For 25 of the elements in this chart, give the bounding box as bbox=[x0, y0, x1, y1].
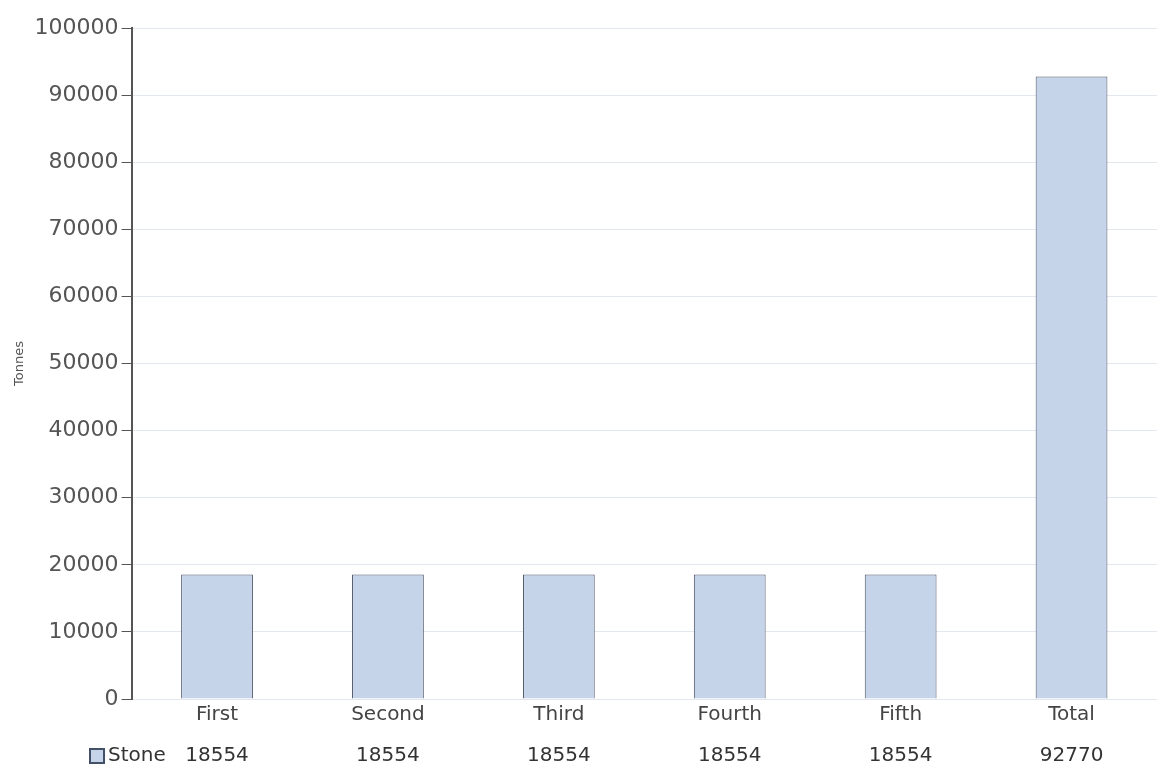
x-tick-label: First bbox=[195, 701, 239, 726]
x-tick-label: Third bbox=[532, 701, 585, 726]
y-tick-label: 20000 bbox=[48, 550, 119, 576]
y-tick-label: 70000 bbox=[48, 215, 119, 241]
x-tick-label: Total bbox=[1047, 701, 1095, 726]
y-axis-title: Tonnes bbox=[11, 340, 27, 387]
y-tick-label: 30000 bbox=[48, 483, 119, 509]
y-tick-label: 50000 bbox=[48, 349, 119, 375]
y-tick-label: 60000 bbox=[48, 282, 119, 308]
y-tick-label: 0 bbox=[104, 684, 119, 710]
x-tick-label: Fourth bbox=[697, 701, 762, 726]
legend-label: Stone bbox=[108, 742, 166, 767]
y-tick-label: 40000 bbox=[48, 416, 119, 442]
data-label: 92770 bbox=[1039, 742, 1104, 767]
y-tick-label: 90000 bbox=[48, 80, 119, 106]
y-tick-label: 100000 bbox=[34, 13, 119, 39]
x-tick-label: Fifth bbox=[879, 701, 923, 726]
data-label: 18554 bbox=[697, 742, 762, 767]
y-tick-label: 10000 bbox=[48, 617, 119, 643]
data-label: 18554 bbox=[868, 742, 933, 767]
data-label: 18554 bbox=[356, 742, 420, 767]
x-tick-label: Second bbox=[351, 701, 425, 726]
data-label: 18554 bbox=[527, 742, 591, 767]
data-label: 18554 bbox=[185, 742, 249, 767]
y-tick-label: 80000 bbox=[48, 147, 119, 173]
